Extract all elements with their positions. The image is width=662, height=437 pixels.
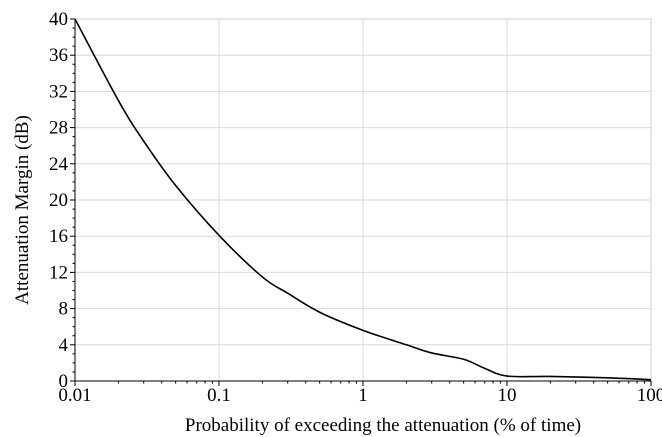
x-tick-label: 1 — [358, 385, 368, 406]
x-axis-title: Probability of exceeding the attenuation… — [185, 415, 581, 436]
y-tick-label: 32 — [49, 81, 68, 102]
axes — [70, 18, 652, 386]
y-tick-label: 4 — [59, 335, 69, 356]
grid — [74, 18, 652, 382]
x-tick-label: 100 — [637, 385, 662, 406]
y-tick-label: 16 — [49, 226, 68, 247]
y-tick-label: 12 — [49, 262, 68, 283]
y-tick-label: 8 — [59, 299, 69, 320]
x-tick-label: 10 — [498, 385, 517, 406]
attenuation-curve — [74, 18, 652, 381]
y-axis-title: Attenuation Margin (dB) — [12, 115, 33, 305]
series-layer — [74, 18, 652, 381]
y-tick-label: 40 — [49, 9, 68, 30]
x-tick-label: 0.1 — [207, 385, 231, 406]
y-tick-labels: 0 4 8 12 16 20 24 28 32 36 40 — [49, 9, 69, 392]
x-tick-labels: 0.01 0.1 1 10 100 — [58, 385, 662, 406]
y-tick-label: 20 — [49, 190, 68, 211]
y-tick-label: 36 — [49, 45, 68, 66]
y-tick-label: 0 — [59, 371, 69, 392]
y-tick-label: 28 — [49, 118, 68, 139]
x-tick-label: 0.01 — [58, 385, 91, 406]
y-tick-label: 24 — [49, 154, 69, 175]
